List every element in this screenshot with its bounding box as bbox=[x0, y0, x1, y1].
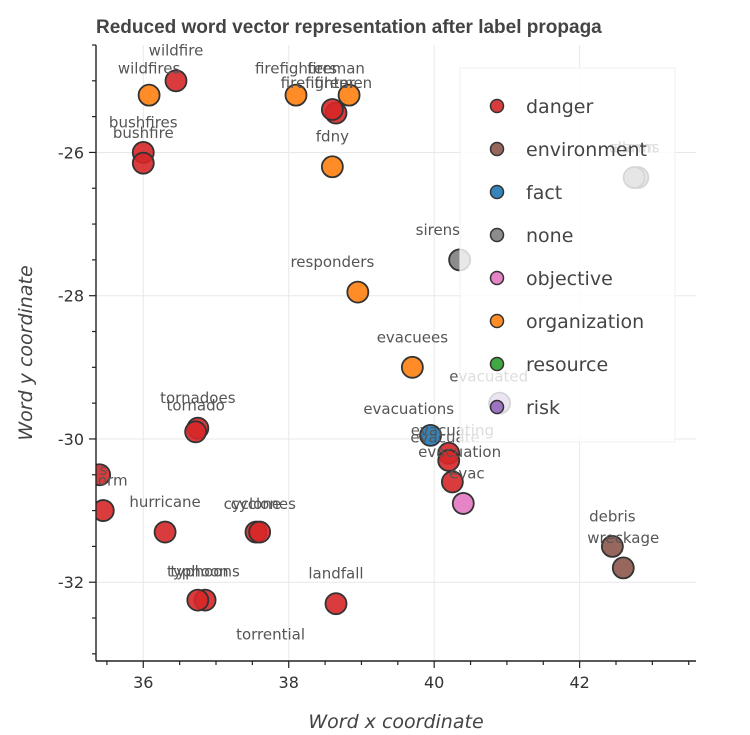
data-point-hurricane bbox=[153, 520, 177, 544]
axes: 36 38 40 42 -26 -28 -30 -32 bbox=[58, 44, 696, 692]
point-label-fdny: fdny bbox=[316, 128, 349, 146]
point-label-s: s bbox=[99, 461, 107, 479]
y-tick-label: -30 bbox=[58, 430, 84, 449]
point-label-cyclones: cyclones bbox=[231, 495, 296, 513]
legend-marker-risk bbox=[489, 399, 505, 415]
data-point-responders bbox=[346, 280, 370, 304]
data-point-firefighters bbox=[284, 83, 308, 107]
legend-marker-danger bbox=[489, 98, 505, 114]
legend-marker-environment bbox=[489, 141, 505, 157]
y-tick-label: -32 bbox=[58, 573, 84, 592]
point-label-typhoons: typhoons bbox=[170, 562, 240, 580]
data-point-fireman bbox=[337, 83, 361, 107]
point-label-wildfires: wildfires bbox=[118, 60, 181, 78]
x-tick-label: 38 bbox=[279, 673, 299, 692]
legend-label-resource: resource bbox=[526, 354, 608, 376]
data-point-cyclone bbox=[248, 520, 272, 544]
data-point-fdny bbox=[320, 155, 344, 179]
point-label-evac: evac bbox=[449, 464, 485, 482]
point-label-wreckage: wreckage bbox=[587, 529, 659, 547]
data-point-orm bbox=[96, 499, 115, 522]
data-point-debris bbox=[600, 534, 624, 558]
point-label-wildfire: wildfire bbox=[149, 42, 204, 60]
y-tick-label: -28 bbox=[58, 287, 84, 306]
data-point-typhoon bbox=[186, 588, 210, 612]
x-tick-label: 40 bbox=[424, 673, 444, 692]
point-label-cyclone: cyclone bbox=[224, 495, 281, 513]
point-label-responders: responders bbox=[290, 253, 374, 271]
point-label-firemen: firemen bbox=[314, 74, 372, 92]
data-point-wildfires bbox=[137, 83, 161, 107]
point-label-tornadoes: tornadoes bbox=[160, 389, 236, 407]
legend-marker-organization bbox=[489, 313, 505, 329]
data-point-evac bbox=[451, 492, 475, 515]
legend-label-organization: organization bbox=[526, 311, 644, 333]
chart-title: Reduced word vector representation after… bbox=[96, 17, 602, 38]
data-point-landfall bbox=[324, 592, 348, 616]
point-label-landfall: landfall bbox=[308, 565, 363, 583]
legend-marker-resource bbox=[489, 356, 505, 372]
data-point-s bbox=[96, 463, 112, 487]
legend-label-environment: environment bbox=[526, 139, 647, 161]
point-label-orm: orm bbox=[98, 472, 128, 490]
point-label-evacuees: evacuees bbox=[377, 328, 449, 346]
legend-marker-objective bbox=[489, 270, 505, 286]
data-point-wildfire bbox=[164, 69, 188, 93]
legend-marker-fact bbox=[489, 184, 505, 200]
point-label-debris: debris bbox=[589, 507, 636, 525]
point-label-bushfires: bushfires bbox=[109, 113, 178, 131]
data-point-wreckage bbox=[611, 556, 635, 580]
data-point-evacuees bbox=[400, 355, 424, 379]
legend-label-risk: risk bbox=[526, 397, 560, 419]
legend-label-objective: objective bbox=[526, 268, 613, 290]
data-point-bushfire bbox=[131, 151, 155, 175]
point-label-evacuations: evacuations bbox=[363, 400, 454, 418]
point-label-evacuation: evacuation bbox=[418, 443, 501, 461]
point-label-fireman: fireman bbox=[307, 60, 365, 78]
data-point-firemen bbox=[320, 98, 344, 121]
legend-label-none: none bbox=[526, 225, 573, 247]
point-label-torrential: torrential bbox=[236, 626, 305, 644]
point-label-sirens: sirens bbox=[416, 221, 461, 239]
data-point-evacuation bbox=[440, 470, 464, 494]
legend: danger environment fact none objective organi… bbox=[459, 67, 676, 443]
point-label-typhoon: typhoon bbox=[167, 562, 229, 580]
point-label-bushfire: bushfire bbox=[113, 124, 174, 142]
y-tick-label: -26 bbox=[58, 143, 84, 162]
legend-label-fact: fact bbox=[526, 182, 562, 204]
x-axis-label: Word x coordinate bbox=[308, 711, 483, 733]
legend-marker-none bbox=[489, 227, 505, 243]
point-label-firefighter: firefighter bbox=[281, 74, 356, 92]
point-label-tornado: tornado bbox=[166, 396, 224, 414]
point-label-firefighters: firefighters bbox=[255, 60, 337, 78]
data-point-evacuate bbox=[437, 449, 461, 472]
x-tick-label: 42 bbox=[569, 673, 589, 692]
point-label-hurricane: hurricane bbox=[129, 493, 200, 511]
data-point-evacuations bbox=[419, 423, 442, 447]
legend-box bbox=[459, 67, 676, 443]
data-point-tornado bbox=[184, 420, 208, 444]
x-tick-label: 36 bbox=[133, 673, 153, 692]
legend-label-danger: danger bbox=[526, 96, 593, 118]
y-axis-label: Word y coordinate bbox=[15, 265, 37, 440]
